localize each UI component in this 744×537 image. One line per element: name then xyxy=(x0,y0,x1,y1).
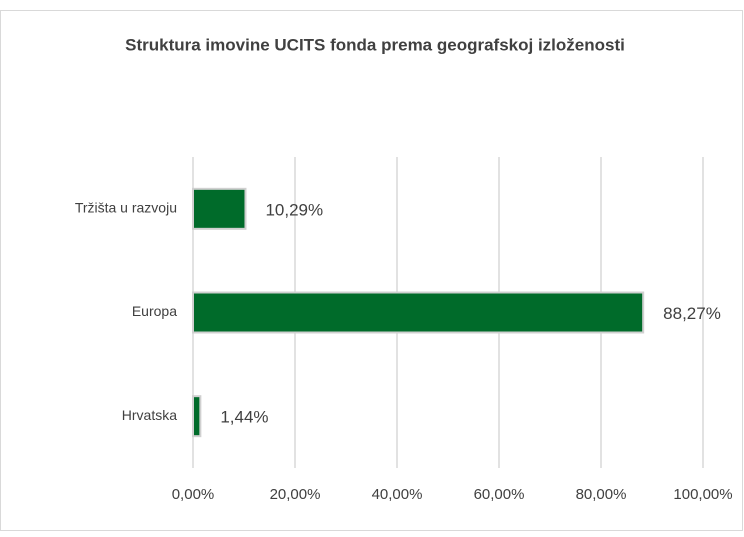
x-tick-label: 40,00% xyxy=(372,486,423,503)
chart-border xyxy=(0,10,743,531)
x-tick-label: 100,00% xyxy=(673,486,732,503)
chart-title: Struktura imovine UCITS fonda prema geog… xyxy=(125,35,625,54)
value-label: 88,27% xyxy=(663,304,721,323)
y-tick-label: Hrvatska xyxy=(122,407,177,423)
value-label: 10,29% xyxy=(265,200,323,219)
bar xyxy=(192,291,645,334)
y-tick-label: Tržišta u razvoju xyxy=(75,200,177,216)
value-label: 1,44% xyxy=(220,408,268,427)
x-tick-label: 60,00% xyxy=(474,486,525,503)
x-tick-label: 0,00% xyxy=(172,486,215,503)
bar xyxy=(192,395,202,438)
y-tick-label: Europa xyxy=(132,303,177,319)
bar xyxy=(192,187,247,230)
x-tick-label: 80,00% xyxy=(576,486,627,503)
x-tick-label: 20,00% xyxy=(270,486,321,503)
